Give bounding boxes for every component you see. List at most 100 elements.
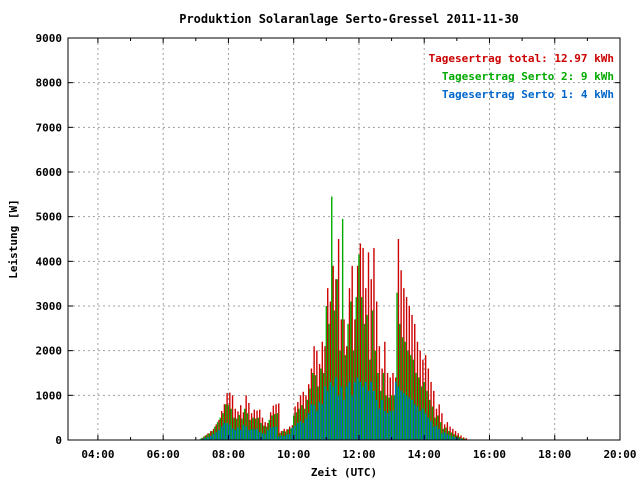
bar-serto2	[360, 297, 363, 440]
bar-serto2	[431, 406, 434, 440]
bar-total	[307, 384, 310, 440]
bar-total	[223, 404, 226, 440]
bar-serto2	[439, 422, 442, 440]
bar-serto1	[343, 399, 345, 440]
bar-serto1	[280, 435, 283, 440]
bar-serto2	[369, 359, 371, 440]
bar-serto2	[450, 432, 453, 440]
bar-serto1	[239, 429, 242, 440]
y-tick-label: 8000	[36, 77, 63, 90]
bar-serto1	[258, 431, 261, 440]
bar-serto2	[437, 415, 439, 440]
bar-serto2	[249, 419, 251, 440]
bar-serto2	[363, 323, 366, 440]
bar-serto1	[356, 377, 359, 440]
y-tick-label: 2000	[36, 345, 63, 358]
bar-serto2	[205, 434, 208, 440]
bar-serto1	[365, 381, 367, 440]
bar-serto2	[312, 373, 314, 440]
bar-serto2	[219, 417, 221, 440]
bar-serto2	[257, 417, 260, 440]
bar-total	[220, 410, 223, 440]
bar-serto1	[305, 418, 307, 440]
bar-serto1	[201, 438, 204, 440]
bar-serto2	[301, 405, 303, 440]
bar-serto2	[216, 422, 219, 440]
bar-serto2	[241, 418, 243, 440]
bar-serto2	[461, 438, 463, 440]
legend: Tagesertrag total: 12.97 kWh Tagesertrag …	[429, 52, 614, 101]
bar-serto1	[449, 435, 451, 440]
bar-serto2	[233, 417, 235, 440]
bar-serto1	[286, 434, 288, 440]
bar-total	[465, 438, 468, 440]
bar-total	[422, 359, 424, 440]
bar-serto2	[380, 390, 382, 440]
bar-serto1	[212, 434, 215, 440]
bar-serto1	[220, 426, 223, 440]
x-tick-label: 10:00	[277, 448, 310, 461]
bar-serto1	[204, 437, 206, 440]
bar-serto1	[375, 399, 378, 440]
bar-serto2	[385, 395, 387, 440]
bar-serto1	[294, 425, 296, 440]
bar-total	[414, 323, 416, 440]
bar-serto1	[272, 427, 274, 440]
bar-total	[215, 424, 217, 440]
bar-serto2	[442, 428, 444, 440]
bar-serto1	[321, 404, 323, 440]
x-tick-label: 12:00	[342, 448, 375, 461]
bar-serto1	[422, 408, 424, 440]
bar-serto1	[443, 432, 446, 440]
bar-serto1	[231, 428, 234, 440]
bar-serto1	[386, 413, 389, 440]
bar-total	[275, 404, 277, 440]
bar-serto1	[288, 434, 291, 440]
bar-serto2	[284, 431, 287, 440]
bar-total	[416, 341, 419, 440]
bar-total	[305, 395, 307, 440]
bar-serto1	[362, 386, 364, 440]
bar-serto1	[419, 410, 421, 440]
bar-total	[375, 301, 378, 440]
bar-total	[297, 402, 299, 440]
bar-total	[449, 426, 451, 440]
bar-serto2	[396, 292, 398, 440]
bar-serto2	[235, 418, 238, 440]
bar-serto2	[407, 350, 409, 440]
bar-total	[441, 413, 443, 440]
y-tick-label: 0	[55, 434, 62, 447]
bar-serto2	[322, 373, 325, 440]
bar-total	[245, 395, 247, 440]
bar-total	[283, 428, 285, 440]
bar-serto2	[309, 388, 311, 440]
bar-total	[261, 417, 264, 440]
bar-total	[237, 411, 239, 440]
bar-serto2	[434, 417, 436, 440]
bar-serto1	[411, 399, 413, 440]
bar-serto2	[287, 429, 289, 440]
bar-serto2	[328, 323, 330, 440]
bar-serto1	[403, 393, 405, 440]
bar-total	[250, 413, 253, 440]
bar-total	[321, 341, 323, 440]
bar-total	[356, 265, 359, 440]
bar-serto2	[314, 375, 317, 440]
bar-serto1	[283, 435, 285, 440]
bar-serto1	[345, 386, 348, 440]
x-tick-label: 14:00	[408, 448, 441, 461]
chart-title: Produktion Solaranlage Serto-Gressel 201…	[179, 12, 519, 26]
x-tick-label: 06:00	[147, 448, 180, 461]
bar-serto2	[393, 395, 396, 440]
bar-serto1	[223, 423, 226, 440]
bar-serto2	[252, 417, 254, 440]
bar-total	[332, 265, 334, 440]
bar-serto1	[340, 386, 342, 440]
legend-entry: Tagesertrag Serto 1: 4 kWh	[442, 88, 614, 101]
bar-serto2	[358, 254, 360, 440]
bar-serto1	[250, 429, 253, 440]
bar-serto2	[374, 350, 376, 440]
bar-serto2	[276, 413, 279, 440]
bar-serto2	[298, 408, 300, 440]
bar-serto1	[297, 423, 299, 440]
